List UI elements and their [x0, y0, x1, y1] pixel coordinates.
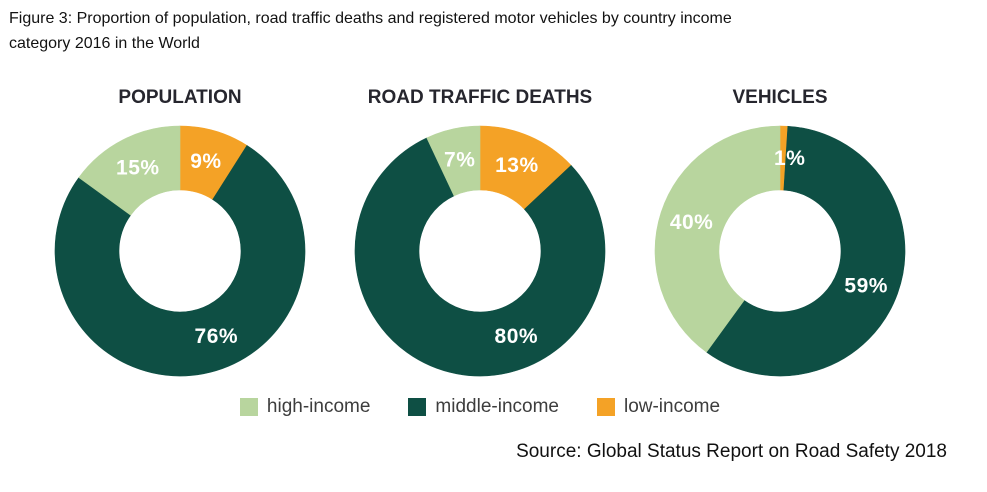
slice-label-high-income: 7% [444, 149, 475, 172]
donut-slice-middle-income [354, 137, 606, 377]
slice-label-high-income: 15% [116, 157, 160, 180]
legend-swatch-high-income-icon [239, 398, 258, 416]
slice-label-middle-income: 59% [844, 274, 888, 297]
figure-title-line-2: category 2016 in the World [9, 35, 200, 52]
legend-label-middle-income: middle-income [435, 396, 559, 417]
legend-swatch-low-income-icon [596, 398, 615, 416]
donut-chart-road-traffic-deaths: 13% 80% 7% [354, 125, 606, 377]
donut-slice-high-income [654, 125, 781, 353]
chart-title-road-traffic-deaths: ROAD TRAFFIC DEATHS [367, 87, 593, 108]
legend-label-low-income: low-income [623, 396, 721, 417]
donut-slice-high-income [426, 125, 481, 197]
legend-item-low-income: low-income [596, 396, 721, 418]
slice-label-low-income: 9% [190, 150, 221, 173]
legend-item-middle-income: middle-income [408, 396, 559, 418]
donut-chart-population: 9% 76% 15% [54, 125, 306, 377]
chart-block-population: POPULATION 9% 76% 15% [30, 86, 330, 378]
slice-label-high-income: 40% [670, 211, 714, 234]
chart-block-road-traffic-deaths: ROAD TRAFFIC DEATHS 13% 80% 7% [330, 86, 630, 378]
chart-title-vehicles: VEHICLES [732, 87, 828, 108]
source-attribution: Source: Global Status Report on Road Saf… [516, 441, 947, 462]
chart-block-vehicles: VEHICLES 1% 59% 40% [630, 86, 930, 378]
legend-item-high-income: high-income [239, 396, 371, 418]
donut-slice-high-income [78, 125, 181, 216]
slice-label-low-income: 13% [495, 154, 539, 177]
figure-title: Figure 3: Proportion of population, road… [9, 6, 967, 56]
chart-legend: high-income middle-income low-income [0, 396, 960, 418]
legend-swatch-middle-income-icon [408, 398, 427, 416]
donut-chart-vehicles: 1% 59% 40% [654, 125, 906, 377]
slice-label-low-income: 1% [774, 147, 805, 170]
figure-title-line-1: Figure 3: Proportion of population, road… [9, 10, 732, 27]
donut-slice-middle-income [54, 145, 306, 377]
charts-row: POPULATION 9% 76% 15% ROAD TRAFFIC DEATHS … [30, 86, 960, 378]
slice-label-middle-income: 80% [495, 325, 539, 348]
chart-title-population: POPULATION [118, 87, 242, 108]
donut-slice-middle-income [706, 125, 906, 377]
legend-label-high-income: high-income [266, 396, 371, 417]
slice-label-middle-income: 76% [195, 325, 239, 348]
